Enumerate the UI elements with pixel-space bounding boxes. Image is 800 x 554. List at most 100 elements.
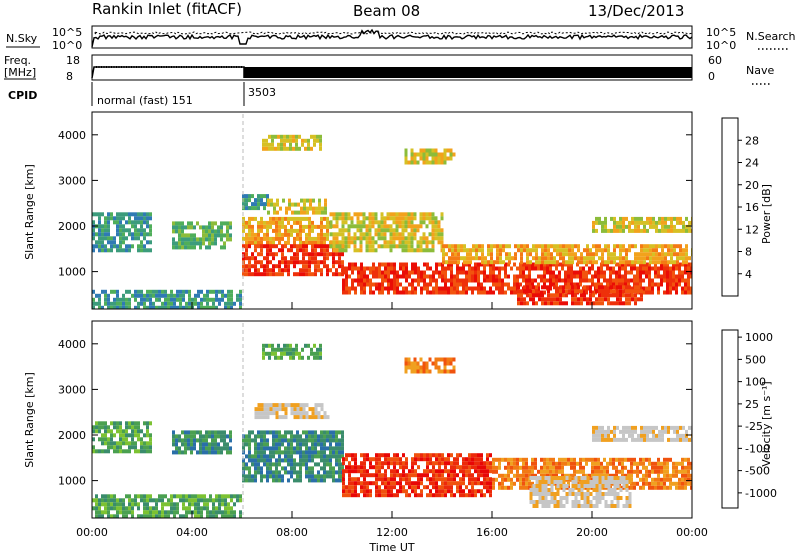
echo-cell bbox=[200, 289, 203, 294]
echo-cell bbox=[580, 293, 583, 298]
echo-cell bbox=[402, 469, 405, 474]
echo-cell bbox=[313, 351, 316, 356]
echo-cell bbox=[520, 293, 523, 298]
echo-cell bbox=[338, 212, 342, 217]
echo-cell bbox=[459, 469, 462, 474]
echo-cell bbox=[657, 485, 660, 490]
echo-cell bbox=[607, 429, 610, 434]
echo-cell bbox=[309, 202, 312, 207]
echo-cell bbox=[143, 236, 146, 241]
echo-cell bbox=[447, 286, 450, 291]
echo-cell bbox=[604, 484, 608, 488]
echo-cell bbox=[537, 274, 540, 279]
echo-cell bbox=[678, 278, 681, 283]
echo-cell bbox=[197, 498, 200, 503]
echo-cell bbox=[254, 216, 257, 221]
echo-cell bbox=[251, 454, 254, 459]
echo-cell bbox=[597, 266, 600, 271]
echo-cell bbox=[104, 244, 107, 249]
echo-cell bbox=[275, 446, 278, 451]
echo-cell bbox=[489, 262, 492, 267]
echo-cell bbox=[209, 494, 212, 499]
echo-cell bbox=[516, 477, 519, 482]
echo-cell bbox=[538, 484, 542, 488]
echo-cell bbox=[338, 256, 341, 261]
echo-cell bbox=[338, 430, 341, 435]
echo-cell bbox=[274, 146, 277, 151]
echo-cell bbox=[137, 305, 140, 309]
echo-cell bbox=[212, 289, 215, 294]
echo-cell bbox=[262, 351, 265, 356]
echo-cell bbox=[268, 343, 271, 348]
echo-cell bbox=[654, 461, 657, 466]
echo-cell bbox=[564, 278, 567, 283]
echo-cell bbox=[444, 266, 447, 271]
echo-cell bbox=[155, 498, 158, 503]
echo-cell bbox=[354, 290, 357, 295]
echo-cell bbox=[275, 462, 278, 467]
echo-cell bbox=[513, 286, 516, 291]
echo-cell bbox=[363, 461, 366, 466]
echo-cell bbox=[429, 290, 432, 295]
echo-cell bbox=[319, 347, 322, 352]
echo-cell bbox=[669, 274, 672, 279]
echo-cell bbox=[351, 266, 354, 271]
echo-cell bbox=[492, 278, 495, 283]
echo-cell bbox=[266, 470, 269, 475]
echo-cell bbox=[576, 262, 579, 267]
echo-cell bbox=[172, 241, 175, 246]
echo-cell bbox=[600, 473, 603, 478]
echo-cell bbox=[263, 268, 266, 273]
echo-cell bbox=[269, 268, 272, 273]
echo-cell bbox=[323, 260, 326, 265]
echo-cell bbox=[420, 453, 423, 458]
echo-cell bbox=[609, 270, 612, 275]
echo-cell bbox=[663, 481, 666, 486]
range-tick-label: 4000 bbox=[58, 338, 86, 351]
echo-cell bbox=[101, 437, 104, 442]
echo-cell bbox=[607, 244, 610, 249]
echo-cell bbox=[272, 478, 275, 483]
echo-cell bbox=[622, 244, 625, 249]
echo-cell bbox=[196, 430, 199, 435]
echo-cell bbox=[263, 272, 266, 277]
echo-cell bbox=[507, 262, 510, 267]
echo-cell bbox=[146, 441, 149, 446]
echo-cell bbox=[218, 506, 221, 511]
echo-cell bbox=[302, 256, 305, 261]
echo-cell bbox=[211, 225, 214, 230]
echo-cell bbox=[290, 454, 293, 459]
echo-cell bbox=[372, 282, 375, 287]
echo-cell bbox=[672, 282, 675, 287]
echo-cell bbox=[267, 198, 270, 203]
echo-cell bbox=[272, 407, 276, 412]
echo-cell bbox=[311, 228, 314, 233]
echo-cell bbox=[140, 212, 143, 217]
echo-cell bbox=[615, 469, 618, 474]
echo-cell bbox=[113, 216, 116, 221]
echo-cell bbox=[187, 245, 190, 250]
echo-cell bbox=[176, 510, 179, 515]
echo-cell bbox=[440, 357, 444, 362]
echo-cell bbox=[265, 142, 268, 147]
echo-cell bbox=[202, 237, 205, 242]
echo-cell bbox=[313, 355, 316, 360]
echo-cell bbox=[675, 274, 678, 279]
echo-cell bbox=[248, 470, 251, 475]
echo-cell bbox=[595, 260, 598, 265]
echo-cell bbox=[630, 469, 633, 474]
echo-cell bbox=[317, 454, 320, 459]
echo-cell bbox=[468, 461, 471, 466]
echo-cell bbox=[363, 270, 366, 275]
echo-cell bbox=[660, 262, 663, 267]
echo-cell bbox=[508, 252, 511, 257]
echo-cell bbox=[254, 446, 257, 451]
echo-cell bbox=[298, 351, 301, 356]
echo-cell bbox=[146, 224, 149, 229]
echo-cell bbox=[305, 240, 308, 245]
echo-cell bbox=[341, 240, 345, 245]
echo-cell bbox=[116, 510, 119, 515]
echo-cell bbox=[529, 252, 532, 257]
echo-cell bbox=[592, 476, 596, 480]
echo-cell bbox=[446, 156, 450, 161]
